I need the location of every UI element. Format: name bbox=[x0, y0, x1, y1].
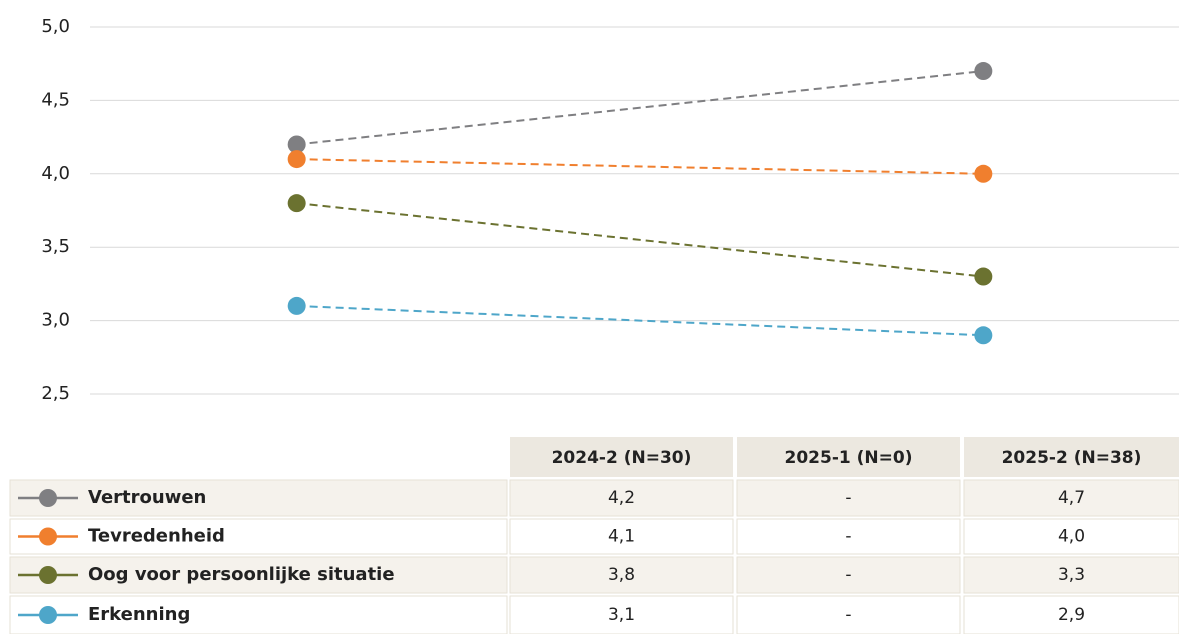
data-point bbox=[287, 296, 306, 315]
column-header: 2025-1 (N=0) bbox=[785, 448, 913, 468]
data-point bbox=[287, 194, 306, 213]
data-point bbox=[974, 164, 993, 183]
y-tick-label: 5,0 bbox=[41, 16, 70, 37]
y-tick-label: 2,5 bbox=[41, 383, 70, 404]
series-name: Erkenning bbox=[88, 604, 190, 625]
y-tick-label: 3,5 bbox=[41, 236, 70, 257]
value-cell bbox=[963, 556, 1179, 594]
row-label-cell bbox=[9, 518, 508, 555]
value-cell bbox=[509, 595, 734, 634]
value-cell bbox=[963, 518, 1179, 555]
value-label: 4,1 bbox=[608, 527, 635, 547]
legend-marker bbox=[39, 606, 57, 624]
value-label: - bbox=[845, 527, 851, 547]
value-label: - bbox=[845, 488, 851, 508]
series-name: Oog voor persoonlijke situatie bbox=[88, 564, 395, 585]
data-point bbox=[974, 326, 993, 345]
value-label: - bbox=[845, 605, 851, 625]
value-label: 3,3 bbox=[1058, 565, 1085, 585]
value-cell bbox=[963, 595, 1179, 634]
gap-connector bbox=[296, 304, 984, 337]
gap-connector bbox=[296, 70, 984, 146]
row-label-cell bbox=[9, 479, 508, 517]
value-cell bbox=[509, 518, 734, 555]
value-label: 4,7 bbox=[1058, 488, 1085, 508]
value-label: 3,8 bbox=[608, 565, 635, 585]
legend-marker bbox=[39, 566, 57, 584]
value-cell bbox=[736, 518, 961, 555]
header-cell bbox=[510, 437, 733, 477]
y-tick-label: 4,5 bbox=[41, 89, 70, 110]
row-label-cell bbox=[9, 556, 508, 594]
value-cell bbox=[736, 479, 961, 517]
legend-marker bbox=[39, 527, 57, 546]
gap-connector bbox=[296, 202, 984, 278]
y-tick-label: 4,0 bbox=[41, 163, 70, 184]
column-header: 2025-2 (N=38) bbox=[1002, 448, 1142, 468]
row-label-cell bbox=[9, 595, 508, 634]
value-cell bbox=[509, 479, 734, 517]
data-point bbox=[974, 62, 993, 81]
value-cell bbox=[736, 595, 961, 634]
gap-connector bbox=[296, 158, 984, 175]
data-point bbox=[287, 150, 306, 169]
value-cell bbox=[736, 556, 961, 594]
column-header: 2024-2 (N=30) bbox=[552, 448, 692, 468]
value-cell bbox=[963, 479, 1179, 517]
header-cell bbox=[964, 437, 1179, 477]
series-name: Tevredenheid bbox=[88, 526, 225, 547]
value-label: 2,9 bbox=[1058, 605, 1085, 625]
y-tick-label: 3,0 bbox=[41, 310, 70, 331]
value-label: 4,0 bbox=[1058, 527, 1085, 547]
value-label: 3,1 bbox=[608, 605, 635, 625]
data-point bbox=[974, 267, 993, 286]
data-point bbox=[287, 135, 306, 154]
header-cell bbox=[737, 437, 960, 477]
legend-marker bbox=[39, 489, 57, 507]
value-cell bbox=[509, 556, 734, 594]
value-label: 4,2 bbox=[608, 488, 635, 508]
value-label: - bbox=[845, 565, 851, 585]
series-name: Vertrouwen bbox=[88, 487, 206, 508]
